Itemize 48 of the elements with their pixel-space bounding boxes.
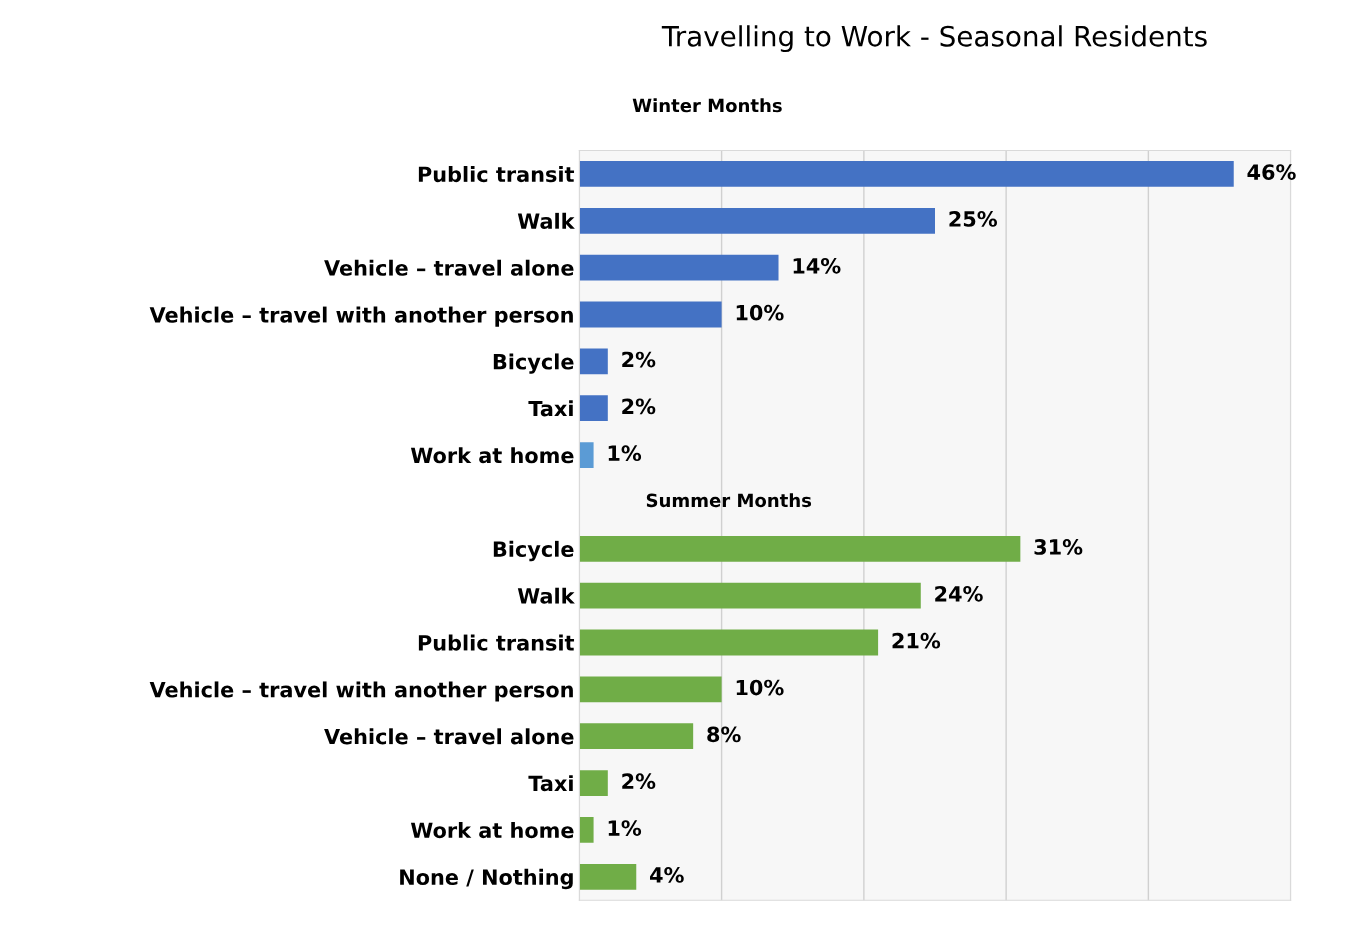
data-label: 1% (608, 445, 642, 462)
chart-title: Travelling to Work - Seasonal Residents (661, 25, 1207, 53)
data-label: 24% (935, 585, 983, 602)
y-tick-label: Taxi (528, 775, 573, 792)
bar (579, 442, 594, 468)
y-tick-label: Work at home (410, 447, 574, 464)
bar (579, 770, 608, 796)
bar (579, 535, 1021, 562)
data-label: 1% (608, 820, 642, 836)
data-label: 10% (736, 679, 784, 696)
y-tick-label: Vehicle – travel with another person (149, 681, 573, 702)
y-tick-label: Taxi (528, 400, 573, 417)
bar (579, 161, 1234, 187)
data-label: 8% (707, 726, 741, 743)
bar (579, 863, 637, 890)
data-label: 46% (1247, 164, 1296, 180)
data-label: 25% (949, 211, 998, 227)
y-tick-label: Bicycle (493, 540, 574, 562)
y-tick-label: Work at home (410, 822, 574, 839)
y-tick-label: Bicycle (493, 353, 574, 374)
bar (579, 395, 608, 422)
bar (579, 254, 779, 281)
y-tick-label: Vehicle – travel alone (324, 259, 574, 276)
bar (579, 582, 921, 609)
y-tick-label: Vehicle – travel with another person (149, 306, 573, 327)
bar (579, 348, 608, 375)
data-label: 2% (622, 398, 656, 415)
data-label: 2% (622, 773, 656, 790)
y-tick-label: Public transit (418, 634, 575, 651)
bar (579, 301, 722, 328)
bar (579, 629, 879, 656)
y-tick-label: None / Nothing (400, 868, 573, 890)
data-label: 31% (1034, 539, 1083, 555)
text: Winter Months (632, 98, 782, 113)
bar (579, 723, 694, 750)
y-tick-label: Public transit (418, 166, 575, 183)
data-label: 4% (650, 867, 684, 883)
data-label: 14% (793, 257, 841, 274)
bar (579, 676, 722, 703)
bar (579, 207, 935, 234)
annotation: Summer Months (646, 493, 812, 508)
y-tick-label: Vehicle – travel alone (324, 728, 574, 745)
bar (579, 817, 594, 843)
data-label: 21% (892, 632, 941, 649)
data-label: 10% (736, 304, 784, 321)
y-tick-label: Walk (517, 587, 575, 604)
data-label: 2% (622, 351, 656, 368)
y-tick-label: Walk (517, 212, 575, 229)
